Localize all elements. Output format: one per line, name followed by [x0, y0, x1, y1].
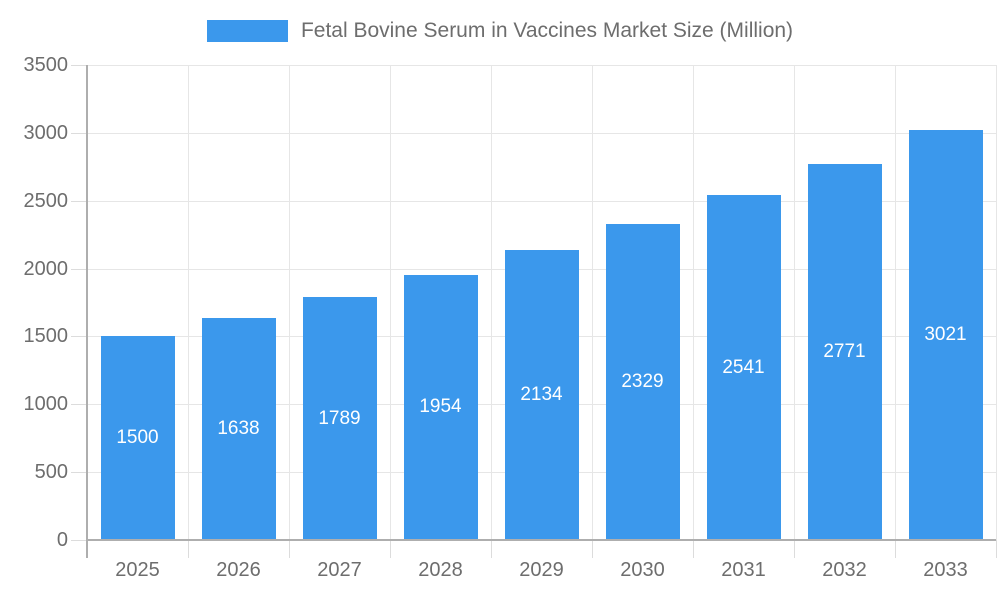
legend[interactable]: Fetal Bovine Serum in Vaccines Market Si… — [0, 19, 1000, 43]
legend-swatch — [206, 20, 288, 42]
x-axis-label: 2028 — [418, 559, 463, 581]
y-axis-label: 2500 — [23, 189, 69, 212]
gridline-vertical — [996, 65, 997, 540]
x-axis-tick — [996, 540, 997, 558]
bar-value-label: 1500 — [116, 427, 159, 449]
bar[interactable]: 1954 — [403, 274, 478, 540]
x-axis-tick — [491, 540, 492, 558]
bar[interactable]: 3021 — [908, 130, 983, 540]
y-axis-label: 1500 — [23, 325, 69, 348]
x-axis-tick — [693, 540, 694, 558]
bar[interactable]: 2134 — [504, 250, 579, 540]
bar-value-label: 1789 — [318, 407, 361, 429]
bar-value-label: 1638 — [217, 417, 260, 439]
y-axis-label: 0 — [56, 529, 68, 551]
x-axis-label: 2025 — [115, 559, 160, 581]
bar[interactable]: 1638 — [201, 317, 276, 540]
x-axis-label: 2027 — [317, 559, 362, 581]
x-axis-tick — [592, 540, 593, 558]
gridline-horizontal — [87, 65, 996, 66]
bar[interactable]: 2329 — [605, 223, 680, 540]
gridline-vertical — [895, 65, 896, 540]
gridline-horizontal — [87, 132, 996, 134]
y-axis-tick — [71, 132, 87, 134]
y-axis-label: 2000 — [23, 257, 69, 280]
y-axis-tick — [71, 472, 87, 474]
y-axis-tick — [71, 65, 87, 66]
gridline-horizontal — [87, 200, 996, 202]
bar-value-label: 2771 — [823, 340, 866, 362]
x-axis-tick — [895, 540, 896, 558]
gridline-vertical — [491, 65, 492, 540]
legend-label: Fetal Bovine Serum in Vaccines Market Si… — [300, 19, 794, 42]
x-axis-label: 2031 — [721, 559, 766, 581]
gridline-vertical — [289, 65, 290, 540]
y-axis-label: 500 — [34, 461, 68, 484]
gridline-vertical — [390, 65, 391, 540]
y-axis-label: 3500 — [23, 54, 69, 76]
x-axis-label: 2026 — [216, 559, 261, 581]
y-axis-tick — [71, 336, 87, 338]
x-axis-tick — [390, 540, 391, 558]
y-axis-tick — [71, 540, 87, 541]
bar-value-label: 1954 — [419, 396, 462, 418]
y-axis-tick — [71, 404, 87, 406]
bar-value-label: 2329 — [621, 370, 664, 392]
x-axis-line — [87, 539, 996, 541]
bar[interactable]: 2541 — [706, 195, 781, 540]
x-axis-label: 2033 — [923, 559, 968, 581]
bar[interactable]: 1500 — [100, 336, 175, 540]
gridline-vertical — [693, 65, 694, 540]
x-axis-label: 2029 — [519, 559, 564, 581]
bar[interactable]: 1789 — [302, 297, 377, 540]
y-axis-tick — [71, 200, 87, 202]
bar-value-label: 2541 — [722, 356, 765, 378]
bar-value-label: 2134 — [520, 384, 563, 406]
y-axis-tick — [71, 268, 87, 270]
x-axis-label: 2032 — [822, 559, 867, 581]
x-axis-tick — [794, 540, 795, 558]
y-axis-label: 1000 — [23, 393, 69, 416]
gridline-vertical — [794, 65, 795, 540]
y-axis-label: 3000 — [23, 121, 69, 144]
gridline-vertical — [188, 65, 189, 540]
x-axis-tick — [289, 540, 290, 558]
bar-value-label: 3021 — [924, 323, 967, 345]
x-axis-label: 2030 — [620, 559, 665, 581]
y-axis-line — [86, 65, 88, 558]
x-axis-tick — [188, 540, 189, 558]
bar[interactable]: 2771 — [807, 163, 882, 540]
gridline-vertical — [592, 65, 593, 540]
